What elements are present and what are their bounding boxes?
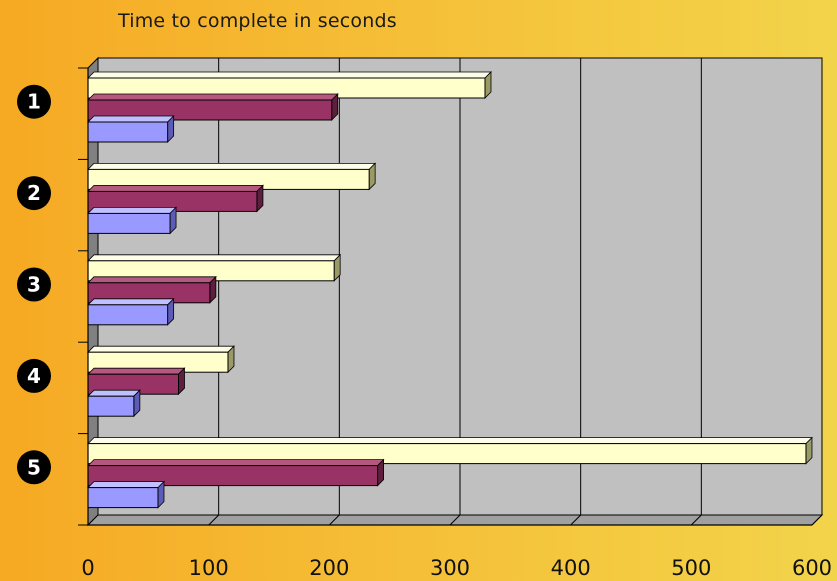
bar-cat5-series1 bbox=[87, 436, 813, 465]
x-tick-label-600: 600 bbox=[792, 556, 832, 580]
floor-gridline-600 bbox=[811, 514, 823, 526]
x-tick-label-300: 300 bbox=[430, 556, 470, 580]
bar-top-face bbox=[87, 206, 178, 214]
floor-gridline-200 bbox=[328, 514, 340, 526]
category-marker-5: 5 bbox=[17, 450, 51, 485]
x-tick-label-200: 200 bbox=[309, 556, 349, 580]
bar-top-face bbox=[87, 162, 377, 170]
bar-cat3-series1 bbox=[87, 253, 342, 282]
bar-cat2-series1 bbox=[87, 162, 377, 191]
category-circle bbox=[17, 267, 51, 302]
bar-top-face bbox=[87, 345, 235, 353]
category-label: 2 bbox=[27, 181, 41, 205]
x-tick-label-500: 500 bbox=[671, 556, 711, 580]
bar-top-face bbox=[87, 298, 175, 306]
bars bbox=[87, 71, 813, 509]
bar-top-face bbox=[87, 437, 813, 445]
bar-front-face bbox=[87, 487, 159, 509]
bar-cat5-series3 bbox=[87, 480, 165, 509]
bar-cat2-series2 bbox=[87, 184, 264, 213]
category-circle bbox=[17, 450, 51, 485]
chart-title: Time to complete in seconds bbox=[118, 10, 397, 32]
axes bbox=[78, 67, 812, 526]
bar-top-face bbox=[87, 71, 492, 79]
category-marker-2: 2 bbox=[17, 176, 51, 211]
bar-cat3-series2 bbox=[87, 275, 217, 304]
bar-cat5-series2 bbox=[87, 458, 385, 487]
category-circle bbox=[17, 84, 51, 119]
category-label: 4 bbox=[27, 364, 41, 388]
bar-top-face bbox=[87, 115, 175, 123]
bar-cat4-series1 bbox=[87, 345, 235, 374]
category-circle bbox=[17, 358, 51, 393]
x-tick-label-400: 400 bbox=[551, 556, 591, 580]
bar-top-face bbox=[87, 389, 141, 397]
bar-top-face bbox=[87, 254, 342, 262]
bar-top-face bbox=[87, 276, 217, 284]
bar-cat2-series3 bbox=[87, 206, 178, 235]
floor-gridline-500 bbox=[690, 514, 702, 526]
bar-top-face bbox=[87, 367, 186, 375]
category-label: 3 bbox=[27, 273, 41, 297]
bar-top-face bbox=[87, 93, 339, 101]
bar-cat4-series2 bbox=[87, 367, 186, 396]
floor-gridline-400 bbox=[570, 514, 582, 526]
bar-front-face bbox=[87, 395, 135, 417]
bar-front-face bbox=[87, 304, 169, 326]
category-marker-1: 1 bbox=[17, 84, 51, 119]
bar-cat1-series3 bbox=[87, 115, 175, 143]
bar-cat3-series3 bbox=[87, 297, 175, 326]
x-tick-label-0: 0 bbox=[81, 556, 94, 580]
bar-top-face bbox=[87, 459, 385, 467]
floor-gridline-100 bbox=[208, 514, 220, 526]
bar-front-face bbox=[87, 121, 169, 143]
category-circle bbox=[17, 176, 51, 211]
floor-gridline-300 bbox=[449, 514, 461, 526]
bar-top-face bbox=[87, 184, 264, 192]
bar-top-face bbox=[87, 481, 165, 489]
tick-labels: 1 2 3 4 5 0 100 200 300 400 500 600 bbox=[17, 84, 832, 580]
bar-front-face bbox=[87, 212, 171, 234]
bar-cat4-series3 bbox=[87, 389, 141, 418]
category-marker-4: 4 bbox=[17, 358, 51, 393]
category-label: 1 bbox=[27, 90, 41, 114]
category-label: 5 bbox=[27, 455, 41, 479]
category-marker-3: 3 bbox=[17, 267, 51, 302]
x-tick-label-100: 100 bbox=[189, 556, 229, 580]
